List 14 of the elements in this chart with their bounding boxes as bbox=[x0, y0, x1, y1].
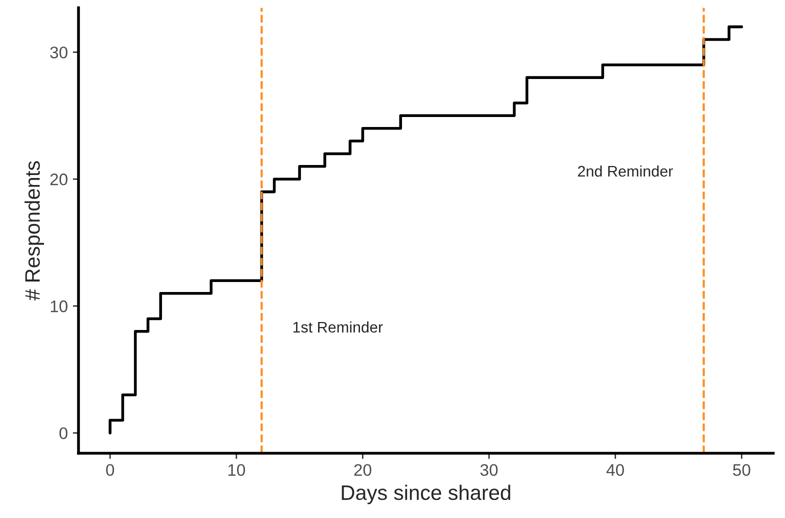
y-tick-label: 30 bbox=[50, 46, 68, 58]
x-tick-label: 0 bbox=[106, 464, 114, 476]
x-tick-label: 50 bbox=[733, 464, 750, 476]
x-tick-label: 30 bbox=[480, 464, 498, 476]
x-axis-title: Days since shared bbox=[342, 484, 510, 504]
x-tick-label: 40 bbox=[606, 464, 624, 476]
y-axis-title: # Respondents bbox=[24, 161, 44, 300]
ref-line-label: 1st Reminder bbox=[293, 321, 383, 333]
y-tick-label: 10 bbox=[50, 300, 68, 312]
x-tick-label: 10 bbox=[228, 464, 246, 476]
x-tick-label: 20 bbox=[354, 464, 372, 476]
y-tick-label: 20 bbox=[50, 174, 68, 186]
ref-line-label: 2nd Reminder bbox=[578, 165, 673, 177]
y-tick-label: 0 bbox=[59, 427, 68, 440]
